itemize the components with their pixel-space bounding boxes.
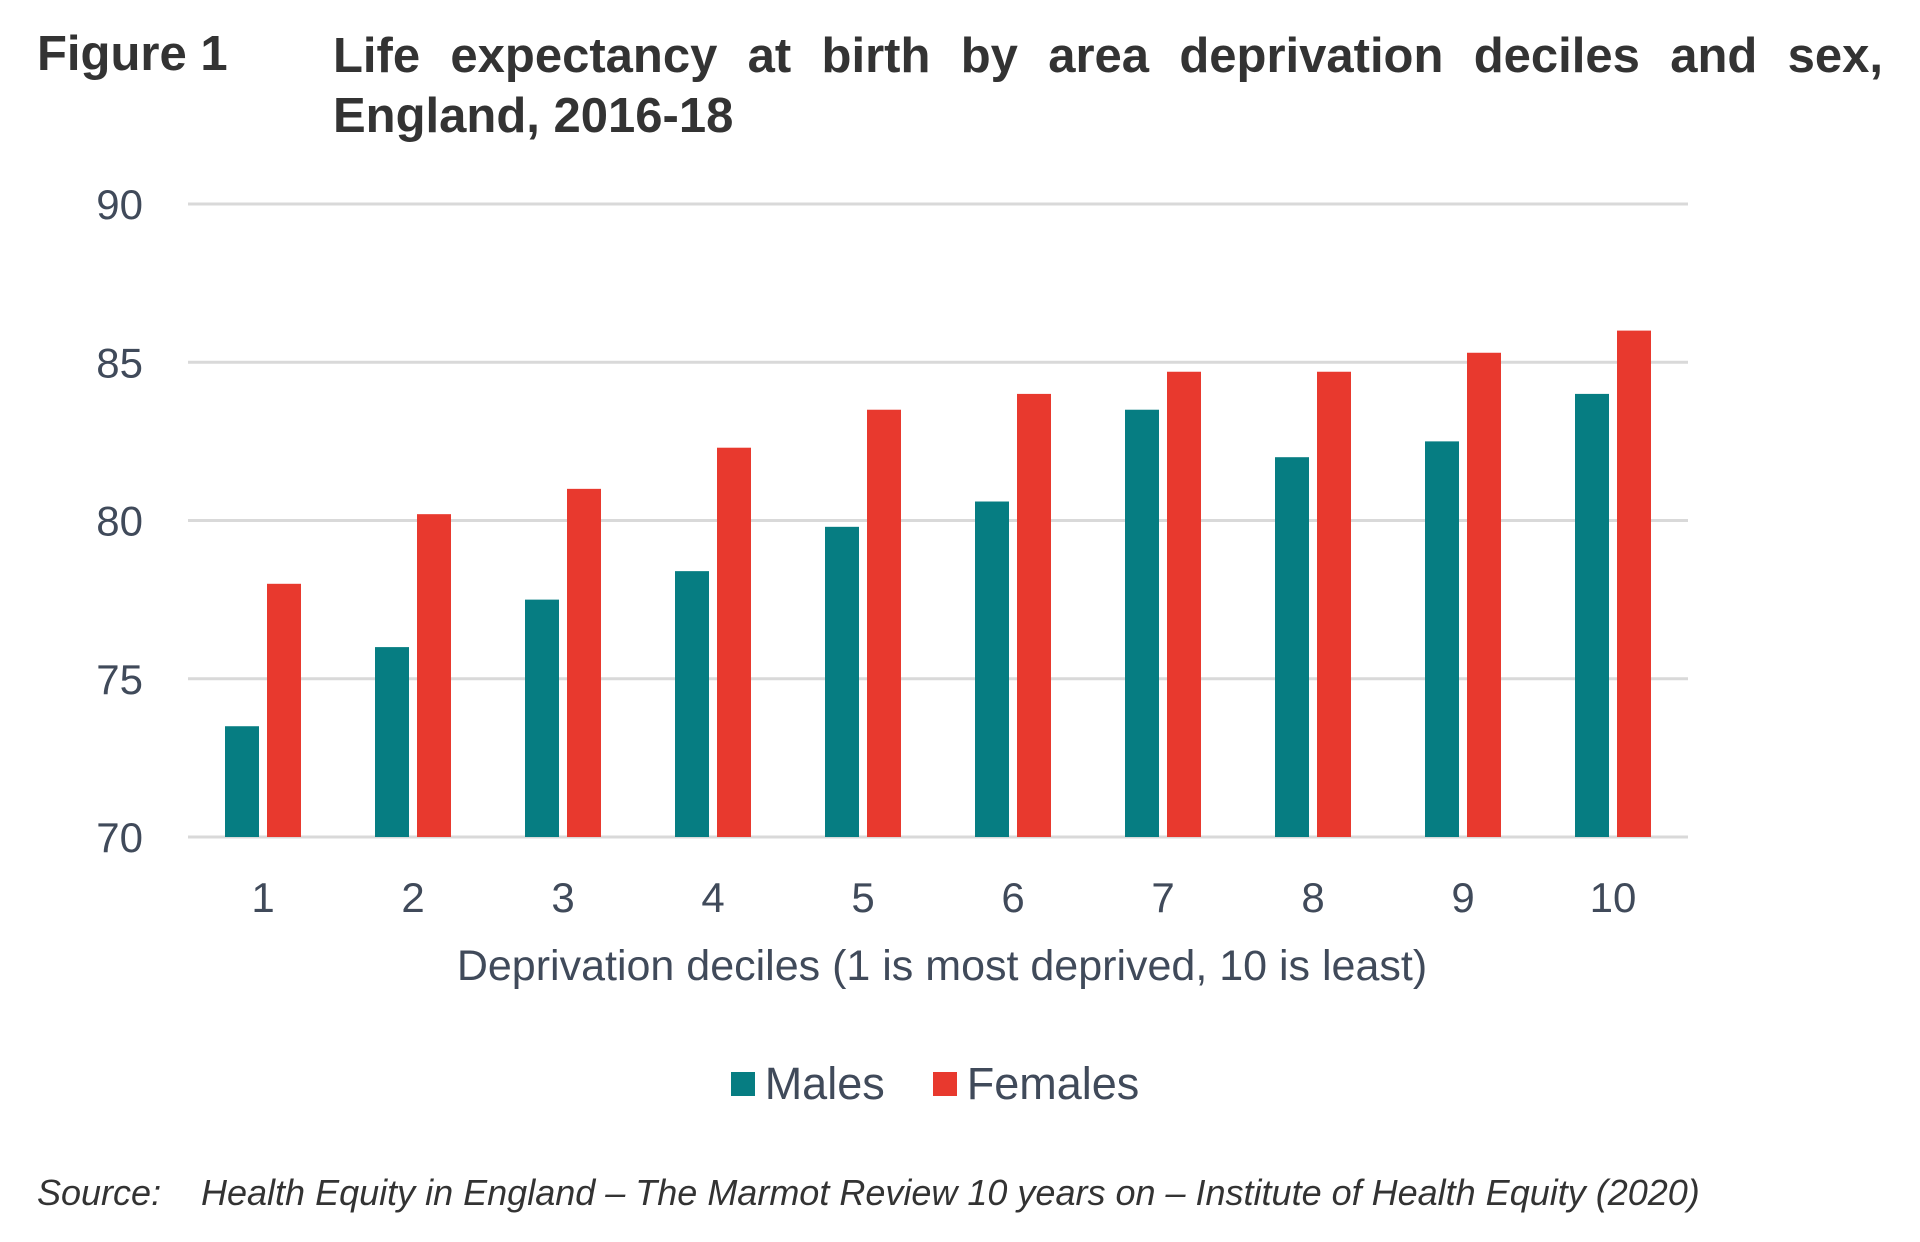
bars (225, 330, 1651, 837)
figure-label: Figure 1 (37, 27, 228, 81)
bar-males-decile-1 (225, 726, 259, 837)
y-tick-label: 90 (96, 181, 143, 228)
source-text: Health Equity in England – The Marmot Re… (201, 1172, 1700, 1213)
y-tick-label: 80 (96, 498, 143, 545)
legend-item-females: Females (932, 1058, 1140, 1110)
x-tick-label: 1 (251, 874, 274, 921)
legend-label-males: Males (764, 1058, 885, 1109)
bar-males-decile-2 (375, 647, 409, 837)
x-tick-label: 8 (1301, 874, 1324, 921)
x-tick-label: 3 (551, 874, 574, 921)
bar-females-decile-9 (1467, 352, 1501, 837)
bar-males-decile-7 (1125, 409, 1159, 837)
figure-title: Life expectancy at birth by area depriva… (333, 29, 1883, 143)
bar-males-decile-9 (1425, 441, 1459, 837)
source-label: Source: (37, 1172, 162, 1213)
x-axis-ticks: 1 2 3 4 5 6 7 8 9 10 (251, 874, 1636, 921)
y-tick-label: 85 (96, 339, 143, 386)
bar-females-decile-5 (867, 409, 901, 837)
x-tick-label: 7 (1151, 874, 1174, 921)
y-tick-label: 75 (96, 656, 143, 703)
bar-males-decile-5 (825, 526, 859, 837)
bar-chart: 70 75 80 85 90 1 2 3 4 5 6 7 8 9 10 Deprivation decil… (96, 181, 1688, 990)
bar-females-decile-3 (567, 488, 601, 837)
legend-swatch-females (932, 1072, 957, 1096)
x-tick-label: 10 (1590, 874, 1637, 921)
legend-swatch-males (730, 1072, 755, 1096)
x-tick-label: 2 (401, 874, 424, 921)
bar-males-decile-4 (675, 571, 709, 837)
y-axis-ticks: 70 75 80 85 90 (96, 181, 143, 861)
x-tick-label: 4 (701, 874, 724, 921)
bar-males-decile-3 (525, 599, 559, 837)
y-tick-label: 70 (96, 814, 143, 861)
legend: Males Females (0, 1058, 1870, 1110)
bar-males-decile-6 (975, 501, 1009, 837)
x-tick-label: 6 (1001, 874, 1024, 921)
legend-label-females: Females (966, 1058, 1140, 1109)
bar-males-decile-8 (1275, 457, 1309, 837)
source-note: Source: Health Equity in England – The Ma… (37, 1172, 1700, 1214)
bar-females-decile-1 (267, 583, 301, 837)
legend-item-males: Males (730, 1058, 885, 1110)
x-tick-label: 5 (851, 874, 874, 921)
x-axis-label: Deprivation deciles (1 is most deprived,… (457, 942, 1427, 990)
bar-females-decile-6 (1017, 393, 1051, 837)
bar-females-decile-2 (417, 514, 451, 837)
bar-males-decile-10 (1575, 393, 1609, 837)
bar-females-decile-10 (1617, 330, 1651, 837)
x-tick-label: 9 (1451, 874, 1474, 921)
bar-females-decile-7 (1167, 371, 1201, 837)
gridlines (188, 202, 1688, 839)
bar-females-decile-8 (1317, 371, 1351, 837)
bar-females-decile-4 (717, 447, 751, 837)
